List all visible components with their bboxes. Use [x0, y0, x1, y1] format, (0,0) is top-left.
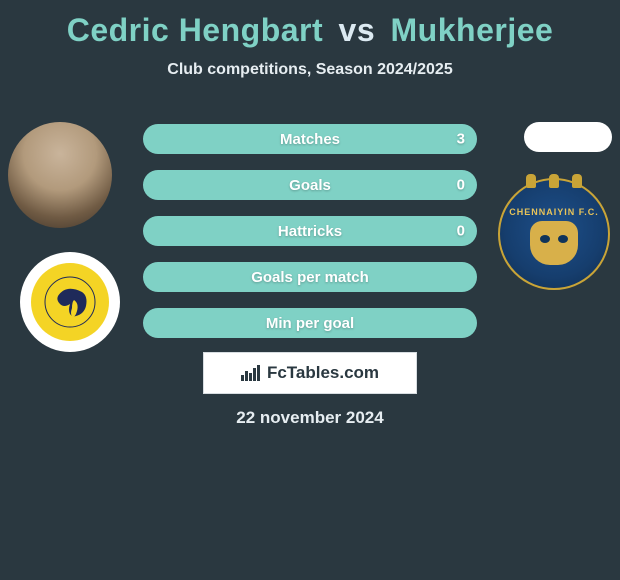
page-title: Cedric Hengbart vs Mukherjee: [0, 0, 620, 49]
chennaiyin-arc-text: CHENNAIYIN F.C.: [509, 207, 599, 217]
subtitle: Club competitions, Season 2024/2025: [0, 61, 620, 79]
player2-club-badge: CHENNAIYIN F.C.: [498, 178, 610, 290]
date-text: 22 november 2024: [0, 408, 620, 428]
stat-right-value: 0: [457, 177, 465, 194]
player2-name: Mukherjee: [391, 12, 554, 48]
stat-label: Min per goal: [266, 315, 354, 332]
stats-bars: Matches 3 Goals 0 Hattricks 0 Goals per …: [143, 124, 477, 354]
trophy-tabs-icon: [526, 174, 582, 188]
brand-text: FcTables.com: [267, 363, 379, 383]
stat-label: Goals per match: [251, 269, 369, 286]
player1-club-badge: [20, 252, 120, 352]
stat-row-min-per-goal: Min per goal: [143, 308, 477, 338]
player1-name: Cedric Hengbart: [67, 12, 323, 48]
elephant-icon: [44, 276, 96, 328]
vs-text: vs: [339, 12, 376, 48]
stat-label: Matches: [280, 131, 340, 148]
stat-row-hattricks: Hattricks 0: [143, 216, 477, 246]
bars-chart-icon: [241, 365, 261, 381]
stat-row-goals-per-match: Goals per match: [143, 262, 477, 292]
brand-box[interactable]: FcTables.com: [203, 352, 417, 394]
stat-right-value: 3: [457, 131, 465, 148]
stat-row-matches: Matches 3: [143, 124, 477, 154]
stat-right-value: 0: [457, 223, 465, 240]
player2-avatar: [524, 122, 612, 152]
stat-row-goals: Goals 0: [143, 170, 477, 200]
player1-avatar: [8, 122, 112, 228]
mask-icon: [530, 221, 578, 265]
stat-label: Hattricks: [278, 223, 342, 240]
stat-label: Goals: [289, 177, 331, 194]
kerala-blasters-logo: [31, 263, 109, 341]
